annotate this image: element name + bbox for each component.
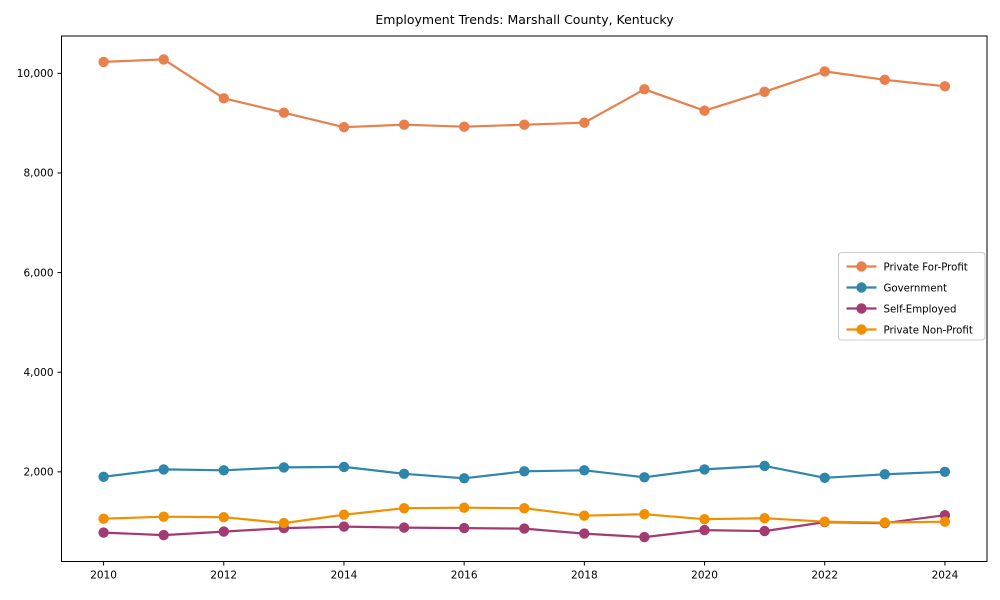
data-point-private-for-profit	[519, 119, 530, 130]
legend-marker	[856, 324, 867, 335]
y-tick-label: 2,000	[23, 467, 53, 479]
data-point-self-employed	[98, 527, 109, 538]
data-point-private-non-profit	[218, 512, 229, 523]
data-point-private-for-profit	[158, 54, 169, 65]
series-private-for-profit	[98, 54, 951, 133]
legend-item-self-employed: Self-Employed	[846, 303, 957, 315]
legend-marker	[856, 261, 867, 272]
data-point-private-for-profit	[459, 121, 470, 132]
data-point-government	[459, 473, 470, 484]
data-point-private-non-profit	[939, 516, 951, 527]
data-point-self-employed	[158, 529, 169, 541]
legend-label: Private For-Profit	[884, 262, 968, 273]
data-point-government	[338, 461, 350, 473]
data-point-self-employed	[398, 522, 410, 533]
data-point-private-for-profit	[278, 107, 290, 118]
data-point-private-for-profit	[879, 74, 890, 86]
x-tick-label: 2014	[331, 570, 358, 582]
legend-label: Private Non-Profit	[884, 325, 973, 336]
data-point-private-non-profit	[459, 502, 470, 513]
data-point-private-for-profit	[939, 81, 951, 92]
y-tick-label: 10,000	[17, 68, 54, 80]
legend-box	[838, 252, 986, 341]
data-point-self-employed	[699, 524, 710, 536]
data-point-private-non-profit	[819, 516, 830, 527]
legend-marker	[856, 282, 867, 293]
x-tick-label: 2024	[932, 570, 959, 582]
data-point-government	[699, 464, 710, 475]
x-tick-label: 2016	[451, 570, 478, 582]
data-point-self-employed	[639, 531, 650, 543]
data-point-private-non-profit	[699, 514, 710, 525]
data-point-government	[158, 464, 169, 475]
data-point-private-non-profit	[98, 513, 109, 524]
legend-item-private-for-profit: Private For-Profit	[846, 261, 968, 273]
data-point-private-non-profit	[879, 517, 890, 528]
legend: Private For-Profit Government Self-Employe…	[838, 252, 986, 341]
data-point-private-for-profit	[398, 119, 410, 130]
series-private-non-profit	[98, 502, 951, 529]
data-point-private-non-profit	[278, 517, 290, 529]
data-point-government	[579, 465, 590, 476]
data-point-private-non-profit	[398, 503, 410, 514]
x-tick-label: 2020	[691, 570, 718, 582]
legend-item-government: Government	[846, 282, 948, 294]
data-point-government	[939, 466, 951, 477]
data-point-private-for-profit	[338, 122, 350, 133]
data-point-government	[759, 460, 770, 472]
data-point-self-employed	[579, 528, 590, 539]
data-point-private-non-profit	[158, 511, 169, 522]
data-point-government	[98, 471, 109, 482]
y-tick-label: 4,000	[23, 367, 53, 379]
series-line-private-for-profit	[102, 58, 947, 129]
data-point-self-employed	[338, 521, 350, 532]
legend-label: Government	[884, 283, 948, 294]
data-point-private-for-profit	[819, 66, 830, 77]
series-government	[98, 460, 951, 484]
data-point-private-for-profit	[639, 84, 650, 95]
x-tick-label: 2022	[811, 570, 838, 582]
x-axis: 2010 2012 2014 2016 2018 2020 2022 2024	[90, 561, 959, 582]
data-point-government	[819, 472, 830, 483]
data-point-private-non-profit	[519, 503, 530, 514]
data-point-government	[278, 462, 290, 473]
data-point-private-for-profit	[699, 105, 710, 116]
plot-border	[61, 35, 988, 562]
x-tick-label: 2010	[90, 570, 117, 582]
data-point-government	[218, 465, 229, 476]
legend-label: Self-Employed	[884, 304, 957, 315]
data-point-government	[639, 472, 650, 483]
data-point-private-non-profit	[338, 509, 350, 520]
y-axis: 2,000 4,000 6,000 8,000 10,000	[17, 68, 62, 479]
data-point-self-employed	[519, 523, 530, 534]
data-point-private-non-profit	[759, 513, 770, 524]
data-point-government	[519, 466, 530, 477]
x-tick-label: 2012	[210, 570, 237, 582]
data-point-self-employed	[759, 525, 770, 537]
data-point-private-for-profit	[218, 93, 229, 104]
data-point-private-non-profit	[639, 509, 650, 520]
chart-title: Employment Trends: Marshall County, Kent…	[375, 12, 674, 27]
x-tick-label: 2018	[571, 570, 598, 582]
data-point-self-employed	[459, 522, 470, 534]
data-point-self-employed	[218, 526, 229, 537]
data-point-private-non-profit	[579, 510, 590, 521]
legend-item-private-non-profit: Private Non-Profit	[846, 324, 973, 336]
data-point-private-for-profit	[579, 117, 590, 128]
legend-marker	[856, 303, 867, 314]
data-point-government	[398, 468, 410, 479]
y-tick-label: 8,000	[23, 168, 53, 180]
data-point-private-for-profit	[759, 86, 770, 98]
data-point-government	[879, 469, 890, 480]
y-tick-label: 6,000	[23, 267, 53, 279]
data-point-private-for-profit	[98, 56, 109, 68]
